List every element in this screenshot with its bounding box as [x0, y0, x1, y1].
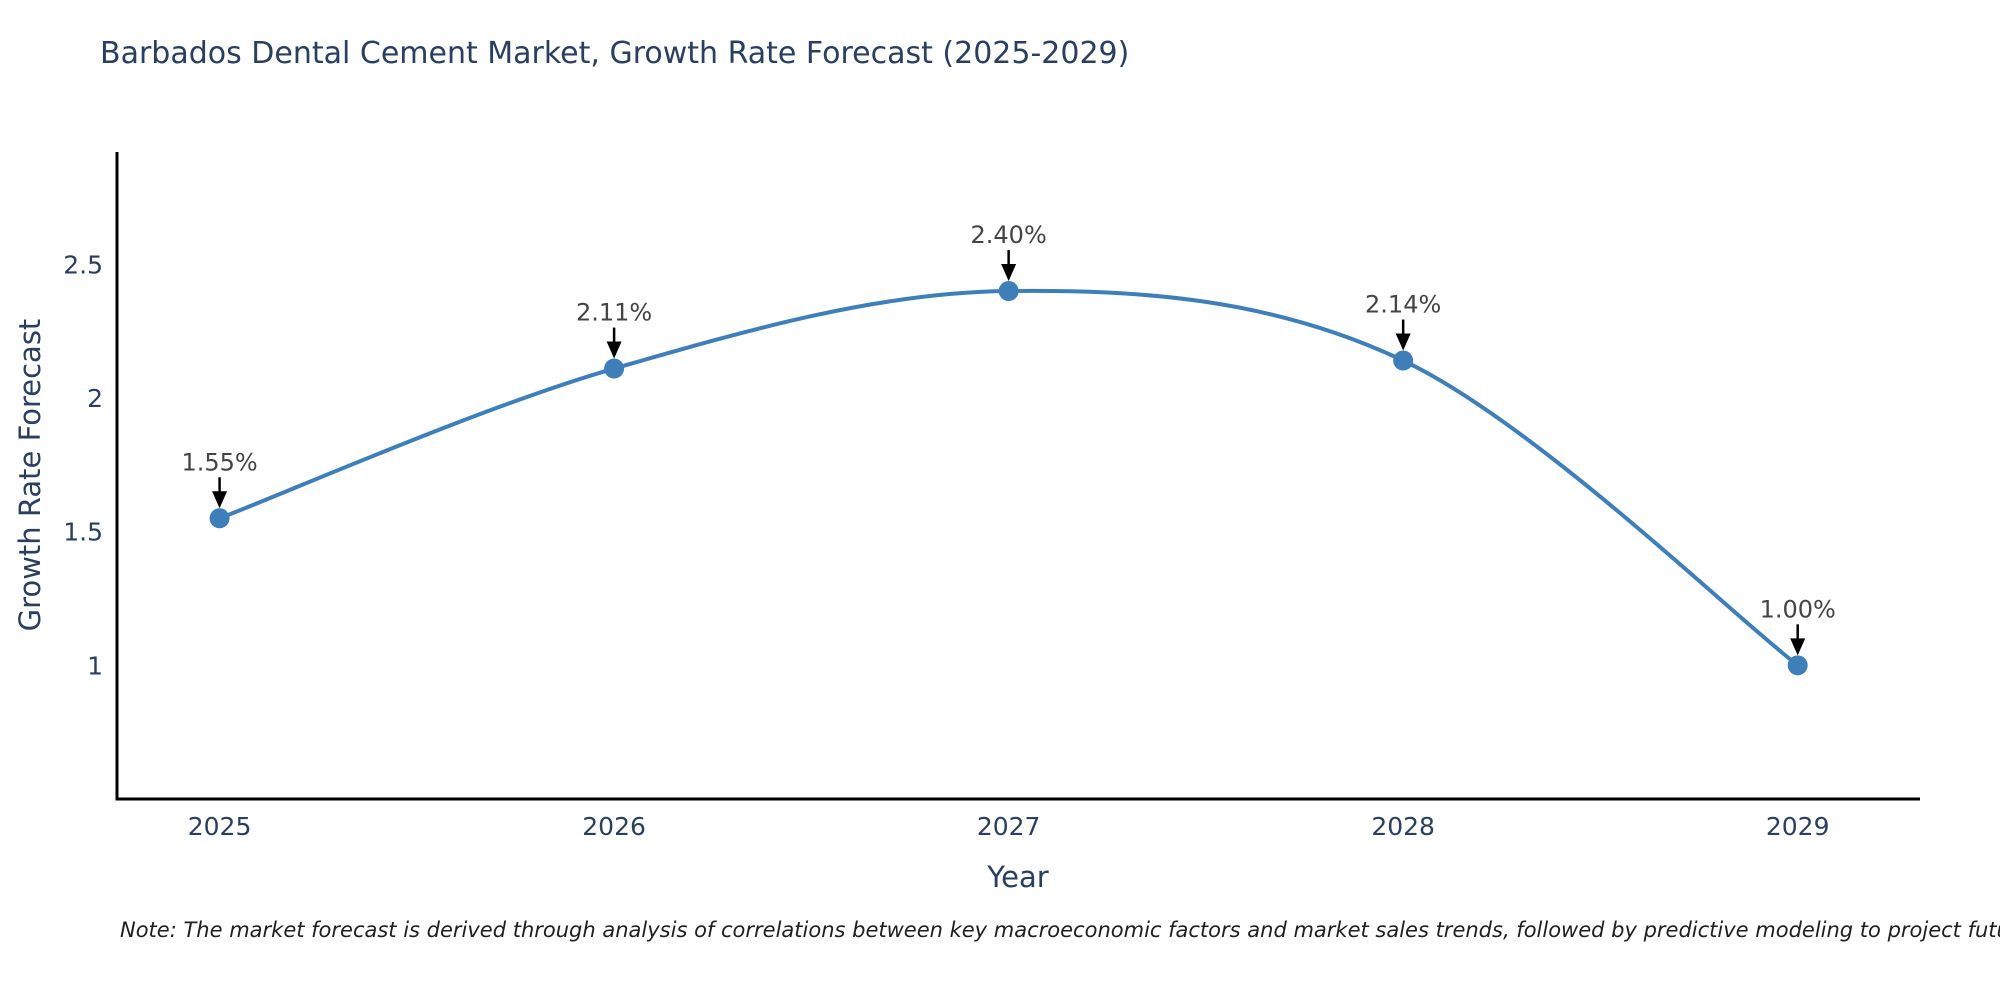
annotation-arrow-head-icon — [1790, 638, 1806, 656]
y-tick-label: 2 — [87, 384, 103, 413]
data-point-marker[interactable] — [1393, 350, 1414, 371]
annotation-arrow-head-icon — [606, 341, 622, 359]
data-point-marker[interactable] — [209, 508, 230, 529]
y-tick-label: 1.5 — [63, 518, 103, 547]
y-tick-label: 1 — [87, 651, 103, 680]
x-tick-label: 2025 — [188, 812, 252, 841]
annotation-arrow-head-icon — [1395, 333, 1411, 351]
chart-title: Barbados Dental Cement Market, Growth Ra… — [100, 36, 1130, 71]
x-axis-title: Year — [987, 860, 1049, 894]
data-point-marker[interactable] — [1787, 655, 1808, 676]
data-point-label: 2.14% — [1365, 291, 1441, 319]
x-tick-label: 2029 — [1766, 812, 1830, 841]
data-point-label: 2.40% — [971, 221, 1047, 249]
data-point-marker[interactable] — [998, 281, 1019, 302]
data-point-label: 1.55% — [181, 448, 257, 476]
growth-rate-line — [217, 288, 1800, 668]
x-tick-label: 2027 — [977, 812, 1041, 841]
data-point-label: 1.00% — [1760, 595, 1836, 623]
data-point-label: 2.11% — [576, 299, 652, 327]
x-tick-label: 2028 — [1371, 812, 1435, 841]
footnote: Note: The market forecast is derived thr… — [120, 918, 2000, 942]
annotation-arrow-head-icon — [1001, 264, 1017, 282]
x-tick-label: 2026 — [582, 812, 646, 841]
data-point-marker[interactable] — [604, 358, 625, 379]
y-tick-label: 2.5 — [63, 250, 103, 279]
annotation-arrow-head-icon — [212, 491, 228, 509]
